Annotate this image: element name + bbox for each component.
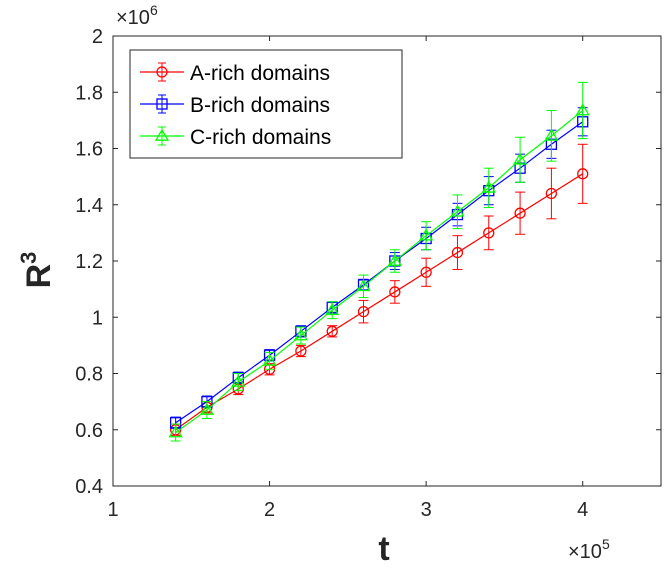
- y-exponent-power: 6: [150, 2, 158, 18]
- series-line-a-rich: [175, 173, 584, 431]
- data-point-a-rich: [577, 168, 589, 180]
- data-point-c-rich: [419, 228, 434, 241]
- series-a-rich: [169, 143, 589, 436]
- axes: 1 2 3 4 0.4 0.6 0.8 1 1.2 1.4 1.6 1.8 2: [75, 26, 662, 521]
- error-bar-a-rich: [515, 191, 526, 235]
- error-bar-a-rich: [452, 235, 463, 270]
- error-bar-c-rich: [546, 110, 557, 162]
- legend: A-rich domains B-rich domains C-rich domai…: [129, 49, 403, 159]
- legend-item-a-rich: A-rich domains: [140, 62, 330, 85]
- data-point-c-rich: [450, 204, 465, 217]
- error-bar-a-rich: [358, 299, 369, 324]
- y-tick-label: 1.8: [75, 82, 103, 104]
- legend-item-c-rich: C-rich domains: [140, 126, 331, 149]
- error-bar-a-rich: [421, 257, 432, 287]
- error-bar-a-rich: [577, 143, 588, 204]
- legend-item-b-rich: B-rich domains: [140, 94, 330, 117]
- data-point-c-rich: [293, 328, 309, 341]
- series-c-rich: [168, 81, 590, 442]
- error-bar-c-rich: [421, 221, 432, 251]
- x-axis-label: t: [378, 530, 389, 564]
- y-tick-label: 1.4: [75, 195, 103, 217]
- data-point-a-rich: [326, 325, 338, 337]
- data-point-a-rich: [545, 187, 558, 200]
- error-bar-a-rich: [389, 280, 400, 304]
- data-point-c-rich: [575, 103, 590, 116]
- data-point-c-rich: [356, 279, 371, 292]
- y-tick-label: 0.8: [75, 364, 103, 386]
- data-point-a-rich: [451, 246, 464, 259]
- error-bar-c-rich: [452, 194, 463, 230]
- error-bar-c-rich: [389, 249, 400, 273]
- legend-label: C-rich domains: [190, 126, 331, 149]
- legend-label: A-rich domains: [190, 62, 330, 85]
- error-bar-c-rich: [358, 274, 369, 299]
- x-tick-label: 2: [264, 499, 275, 521]
- plot-area: [168, 81, 590, 442]
- error-bar-a-rich: [546, 167, 557, 220]
- x-tick-label: 4: [577, 499, 588, 521]
- y-axis-label-base: R: [20, 264, 58, 289]
- y-axis-label: R3: [16, 252, 58, 289]
- error-bar-c-rich: [483, 167, 494, 209]
- data-point-c-rich: [512, 152, 528, 165]
- data-point-c-rich: [544, 128, 559, 141]
- data-point-a-rich: [389, 286, 401, 298]
- x-exponent-power: 5: [602, 536, 610, 552]
- x-tick-label: 1: [107, 499, 118, 521]
- y-tick-label: 0.6: [75, 420, 103, 442]
- x-exponent-label: ×105: [568, 536, 610, 563]
- error-bar-c-rich: [515, 136, 526, 183]
- y-tick-label: 2: [92, 26, 103, 48]
- data-point-c-rich: [231, 374, 246, 387]
- data-point-c-rich: [199, 402, 215, 415]
- y-tick-label: 0.4: [75, 476, 103, 498]
- error-bar-a-rich: [483, 215, 494, 251]
- y-tick-label: 1.2: [75, 251, 103, 273]
- data-point-c-rich: [387, 253, 402, 266]
- x-exponent-base: ×10: [568, 541, 602, 563]
- y-axis-label-superscript: 3: [16, 252, 41, 264]
- data-point-a-rich: [295, 345, 307, 357]
- data-point-a-rich: [514, 207, 526, 219]
- y-exponent-label: ×106: [116, 2, 158, 29]
- data-point-a-rich: [483, 227, 495, 239]
- data-point-a-rich: [420, 266, 432, 278]
- data-point-c-rich: [481, 180, 496, 193]
- axis-labels: t R3 ×106 ×105: [16, 2, 610, 568]
- data-point-a-rich: [357, 305, 370, 318]
- y-tick-label: 1: [92, 307, 103, 329]
- x-tick-label: 3: [421, 499, 432, 521]
- y-tick-label: 1.6: [75, 139, 103, 161]
- data-point-c-rich: [262, 353, 277, 366]
- data-point-c-rich: [325, 302, 340, 316]
- y-exponent-base: ×10: [116, 7, 150, 29]
- data-point-c-rich: [168, 425, 183, 438]
- legend-marker: [156, 98, 168, 110]
- error-bar-c-rich: [577, 81, 588, 140]
- legend-marker: [156, 66, 168, 78]
- legend-label: B-rich domains: [190, 94, 330, 117]
- legend-marker: [154, 128, 170, 141]
